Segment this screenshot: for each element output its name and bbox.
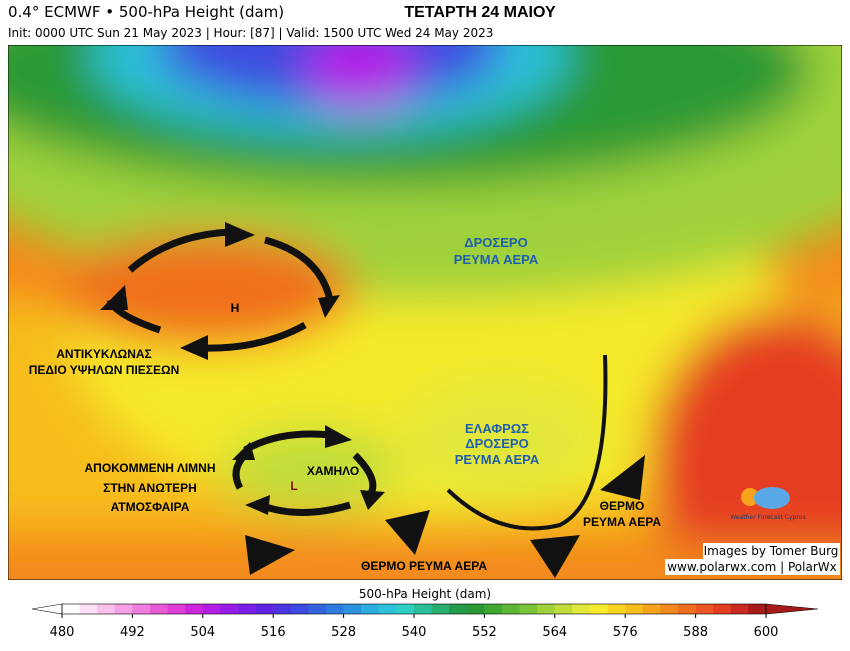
credit-bg	[665, 559, 840, 575]
colorbar-extend	[765, 603, 819, 615]
colorbar-swatch	[238, 604, 256, 614]
height-field	[8, 45, 842, 580]
logo-sun	[741, 488, 759, 506]
annotation: ΘΕΡΜΟ	[600, 499, 645, 513]
colorbar-swatch	[554, 604, 573, 614]
colorbar-swatch	[167, 604, 186, 614]
colorbar-swatch	[449, 604, 468, 614]
colorbar-tick-label: 480	[50, 625, 75, 640]
colorbar-swatch	[678, 604, 696, 614]
colorbar-swatch	[396, 604, 415, 614]
colorbar-swatch	[308, 604, 327, 614]
colorbar-swatch	[220, 604, 239, 614]
colorbar: 480 492 504 516 528 540 552 564 576 588 600	[31, 603, 819, 640]
annotation: ΑΠΟΚΟΜΜΕΝΗ ΛΙΜΝΗ	[85, 461, 216, 475]
colorbar-tick-label: 504	[190, 625, 215, 640]
colorbar-swatch	[713, 604, 732, 614]
annotation: ΑΤΜΟΣΦΑΙΡΑ	[111, 500, 190, 514]
colorbar-tick-label: 600	[754, 625, 779, 640]
colorbar-swatch	[361, 604, 380, 614]
annotation: ΠΕΔΙΟ ΥΨΗΛΩΝ ΠΙΕΣΕΩΝ	[29, 363, 180, 377]
colorbar-tick-label: 576	[613, 625, 638, 640]
colorbar-swatch	[62, 604, 80, 614]
annotation: ΕΛΑΦΡΩΣ	[465, 421, 529, 436]
colorbar-swatch	[79, 604, 98, 614]
colorbar-swatch	[132, 604, 151, 614]
annotation: ΣΤΗΝ ΑΝΩΤΕΡΗ	[103, 481, 197, 495]
colorbar-swatch	[660, 604, 679, 614]
colorbar-swatch	[343, 604, 362, 614]
colorbar-swatch	[695, 604, 714, 614]
annotation: ΡΕΥΜΑ ΑΕΡΑ	[583, 515, 661, 529]
colorbar-swatch	[484, 604, 503, 614]
colorbar-swatch	[97, 604, 116, 614]
colorbar-swatch	[502, 604, 520, 614]
colorbar-tick-label: 564	[542, 625, 567, 640]
colorbar-swatch	[150, 604, 168, 614]
logo-cloud	[754, 487, 790, 509]
high-symbol: H	[231, 301, 240, 315]
credit: Images by Tomer Burg	[704, 544, 839, 558]
colorbar-tick-label: 516	[261, 625, 286, 640]
colorbar-swatch	[273, 604, 292, 614]
annotation: ΑΝΤΙΚΥΚΛΩΝΑΣ	[56, 347, 152, 361]
arrow-heads	[100, 222, 645, 578]
logo-text: Weather Forecast Cyprus	[730, 514, 805, 521]
colorbar-swatch	[185, 604, 204, 614]
colorbar-swatch	[202, 604, 221, 614]
colorbar-tick-label: 588	[683, 625, 708, 640]
annotation: ΡΕΥΜΑ ΑΕΡΑ	[455, 452, 540, 467]
colorbar-label: 500-hPa Height (dam)	[359, 587, 491, 601]
colorbar-swatch	[642, 604, 661, 614]
title: 0.4° ECMWF • 500-hPa Height (dam)	[8, 3, 284, 21]
annotation: ΡΕΥΜΑ ΑΕΡΑ	[454, 252, 539, 267]
colorbar-swatch	[378, 604, 397, 614]
colorbar-swatch	[519, 604, 538, 614]
init-line: Init: 0000 UTC Sun 21 May 2023 | Hour: […	[8, 26, 493, 40]
colorbar-tick-label: 492	[120, 625, 145, 640]
colorbar-swatch	[255, 604, 274, 614]
colorbar-swatch	[326, 604, 344, 614]
credit-bg	[703, 543, 840, 559]
colorbar-swatch	[607, 604, 626, 614]
low-symbol: L	[290, 479, 297, 493]
colorbar-tick-label: 540	[402, 625, 427, 640]
colorbar-swatch	[431, 604, 450, 614]
date: ΤΕΤΑΡΤΗ 24 ΜΑΙΟΥ	[404, 4, 556, 21]
annotation: ΧΑΜΗΛΟ	[307, 464, 359, 478]
colorbar-swatch	[748, 604, 767, 614]
colorbar-swatch	[572, 604, 591, 614]
colorbar-extend	[31, 603, 63, 615]
annotation: ΘΕΡΜΟ ΡΕΥΜΑ ΑΕΡΑ	[361, 559, 487, 573]
credit: www.polarwx.com | PolarWx	[667, 560, 837, 574]
colorbar-swatch	[625, 604, 644, 614]
annotation: ΔΡΟΣΕΡΟ	[465, 436, 528, 451]
colorbar-swatch	[466, 604, 485, 614]
colorbar-swatch	[730, 604, 749, 614]
colorbar-swatch	[290, 604, 309, 614]
colorbar-swatch	[114, 604, 133, 614]
colorbar-tick-label: 552	[472, 625, 497, 640]
colorbar-tick-label: 528	[331, 625, 356, 640]
colorbar-swatch	[537, 604, 556, 614]
colorbar-swatch	[590, 604, 608, 614]
annotation: ΔΡΟΣΕΡΟ	[464, 235, 527, 250]
colorbar-swatch	[414, 604, 432, 614]
